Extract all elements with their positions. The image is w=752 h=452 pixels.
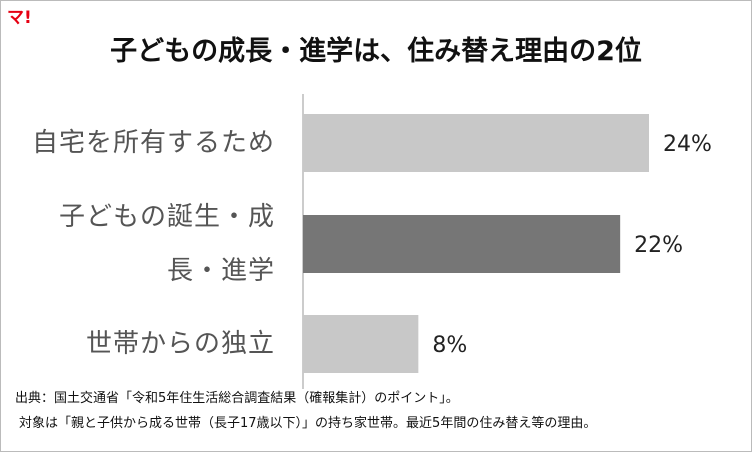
bar (303, 114, 649, 172)
value-label: 24% (663, 132, 712, 157)
bar (303, 315, 419, 373)
category-label: 子どもの誕生・成 長・進学 (58, 202, 275, 286)
bar (303, 215, 621, 273)
footnote: 出典：国土交通省「令和5年住生活総合調査結果（確報集計）のポイント」。 (15, 391, 459, 406)
value-label: 22% (634, 233, 683, 258)
category-label: 世帯からの独立 (85, 329, 275, 359)
value-label: 8% (432, 333, 467, 358)
chart-title: 子どもの成長・進学は、住み替え理由の2位 (110, 36, 642, 67)
brand-logo: マ! (7, 8, 32, 28)
category-label: 自宅を所有するため (31, 128, 275, 158)
footnote: 対象は「親と子供から成る世帯（長子17歳以下）」の持ち家世帯。最近5年間の住み替… (19, 416, 597, 431)
